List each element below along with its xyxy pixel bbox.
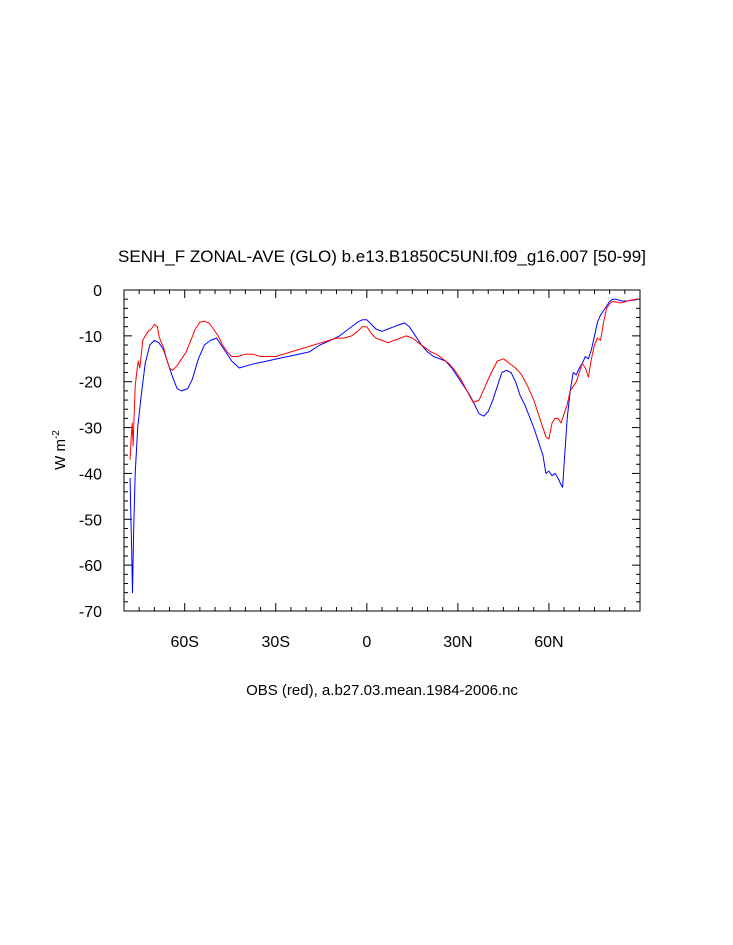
series-line-model (129, 298, 638, 594)
x-tick-label: 0 (362, 634, 371, 651)
y-tick-label: -60 (79, 558, 102, 575)
x-tick-label: 30S (262, 634, 290, 651)
y-axis-label: W m-2 (51, 430, 69, 470)
x-tick-label: 30N (443, 634, 472, 651)
plot-frame (123, 289, 641, 612)
y-tick-label: -40 (79, 466, 102, 483)
y-tick-label: -70 (79, 604, 102, 621)
x-axis-label: OBS (red), a.b27.03.mean.1984-2006.nc (246, 682, 518, 699)
y-tick-label: -10 (79, 329, 102, 346)
y-tick-label: -30 (79, 421, 102, 438)
svg-text:W m-2: W m-2 (51, 430, 69, 470)
chart-title: SENH_F ZONAL-AVE (GLO) b.e13.B1850C5UNI.… (118, 247, 646, 266)
x-tick-label: 60S (170, 634, 198, 651)
y-tick-label: 0 (93, 283, 102, 300)
series-line-obs (129, 298, 638, 460)
y-tick-label: -50 (79, 512, 102, 529)
y-tick-label: -20 (79, 375, 102, 392)
x-tick-label: 60N (534, 634, 563, 651)
plot-area: 60S 30S 0 30N 60N 0 -10 -20 -30 -40 -50 -60 -70 (79, 283, 641, 651)
y-axis-label-superscript: -2 (51, 430, 62, 439)
y-axis-label-main: W m (52, 439, 69, 470)
